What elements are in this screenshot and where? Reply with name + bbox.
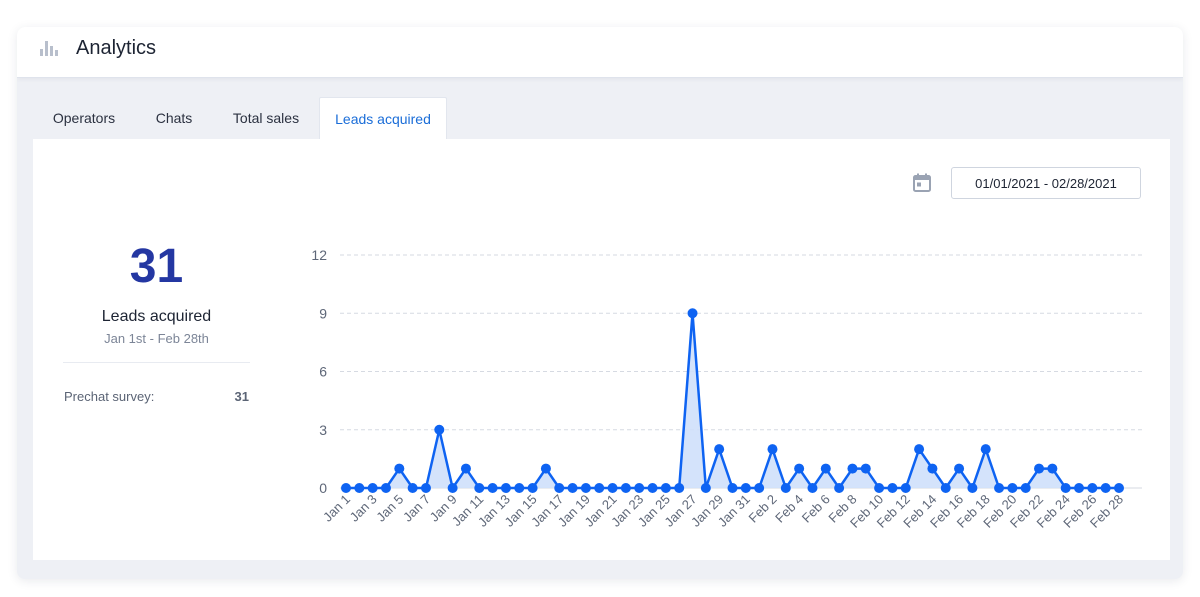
data-point: [527, 483, 538, 493]
data-point: [660, 483, 671, 493]
data-point: [514, 483, 525, 493]
data-point: [714, 444, 725, 455]
kpi-date-range: Jan 1st - Feb 28th: [104, 331, 209, 346]
data-point: [940, 483, 951, 493]
data-point: [1034, 463, 1045, 474]
bar-chart-icon: [40, 41, 58, 56]
data-point: [380, 483, 391, 493]
data-point: [594, 483, 605, 493]
data-point: [780, 483, 791, 493]
data-point: [634, 483, 645, 493]
data-point: [754, 483, 765, 493]
data-point: [1020, 483, 1031, 493]
data-point: [700, 483, 711, 493]
data-point: [674, 483, 685, 493]
data-point: [954, 463, 965, 474]
leads-panel: 31 Leads acquired Jan 1st - Feb 28th Pre…: [33, 139, 1170, 560]
data-point: [367, 483, 378, 493]
y-tick-label: 12: [311, 247, 327, 263]
data-point: [394, 463, 405, 474]
data-point: [647, 483, 658, 493]
data-point: [474, 483, 485, 493]
page-title: Analytics: [76, 37, 157, 59]
data-point: [767, 444, 778, 455]
data-point: [460, 463, 471, 474]
date-range-input[interactable]: 01/01/2021 - 02/28/2021: [951, 167, 1141, 199]
y-tick-label: 3: [319, 422, 327, 438]
data-point: [1114, 483, 1124, 493]
data-point: [1100, 483, 1111, 493]
data-point: [967, 483, 978, 493]
data-point: [540, 463, 551, 474]
tab-total-sales[interactable]: Total sales: [232, 110, 300, 126]
kpi-label: Leads acquired: [101, 308, 212, 325]
data-point: [1074, 483, 1085, 493]
x-tick-label: Feb 4: [772, 492, 806, 526]
data-point: [554, 483, 565, 493]
data-point: [1060, 483, 1071, 493]
x-tick-label: Feb 2: [745, 492, 779, 526]
data-point: [847, 463, 858, 474]
kpi-value: 31: [129, 240, 184, 293]
data-point: [727, 483, 738, 493]
series-line: [346, 312, 1119, 490]
data-point: [434, 424, 445, 435]
x-tick-label: Jan 1: [320, 492, 353, 525]
data-point: [420, 483, 431, 493]
series-area: [346, 313, 1119, 488]
x-tick-label: Jan 7: [400, 492, 433, 525]
data-point: [407, 483, 418, 493]
y-tick-label: 6: [319, 364, 327, 380]
data-point: [980, 444, 991, 455]
data-point: [834, 483, 845, 493]
data-point: [567, 483, 578, 493]
data-point: [620, 483, 631, 493]
x-tick-label: Jan 5: [373, 492, 406, 525]
data-point: [1007, 483, 1018, 493]
data-point: [900, 483, 911, 493]
tab-leads-acquired[interactable]: Leads acquired: [319, 97, 447, 141]
data-point: [580, 483, 591, 493]
data-point: [354, 483, 365, 493]
x-tick-label: Feb 6: [799, 492, 833, 526]
data-point: [740, 483, 751, 493]
data-point: [687, 308, 698, 319]
tab-operators[interactable]: Operators: [52, 110, 116, 126]
y-tick-label: 9: [319, 305, 327, 321]
data-point: [807, 483, 818, 493]
analytics-card: Analytics Operators Chats Total sales Le…: [17, 27, 1183, 579]
tab-chats[interactable]: Chats: [155, 110, 193, 126]
data-point: [927, 463, 938, 474]
data-point: [500, 483, 511, 493]
data-point: [860, 463, 871, 474]
data-point: [1087, 483, 1098, 493]
prechat-survey-value: 31: [234, 389, 249, 404]
prechat-survey-label: Prechat survey:: [64, 389, 155, 404]
data-point: [794, 463, 805, 474]
data-point: [447, 483, 458, 493]
data-point: [487, 483, 498, 493]
data-point: [607, 483, 618, 493]
data-point: [820, 463, 831, 474]
data-point: [874, 483, 885, 493]
calendar-icon[interactable]: [911, 172, 933, 194]
summary-divider: [63, 362, 250, 363]
data-point: [914, 444, 925, 455]
header-bar: Analytics: [17, 27, 1183, 78]
y-tick-label: 0: [319, 480, 327, 496]
data-point: [994, 483, 1005, 493]
data-point: [887, 483, 898, 493]
x-tick-label: Jan 3: [347, 492, 380, 525]
data-point: [341, 483, 351, 493]
data-point: [1047, 463, 1058, 474]
